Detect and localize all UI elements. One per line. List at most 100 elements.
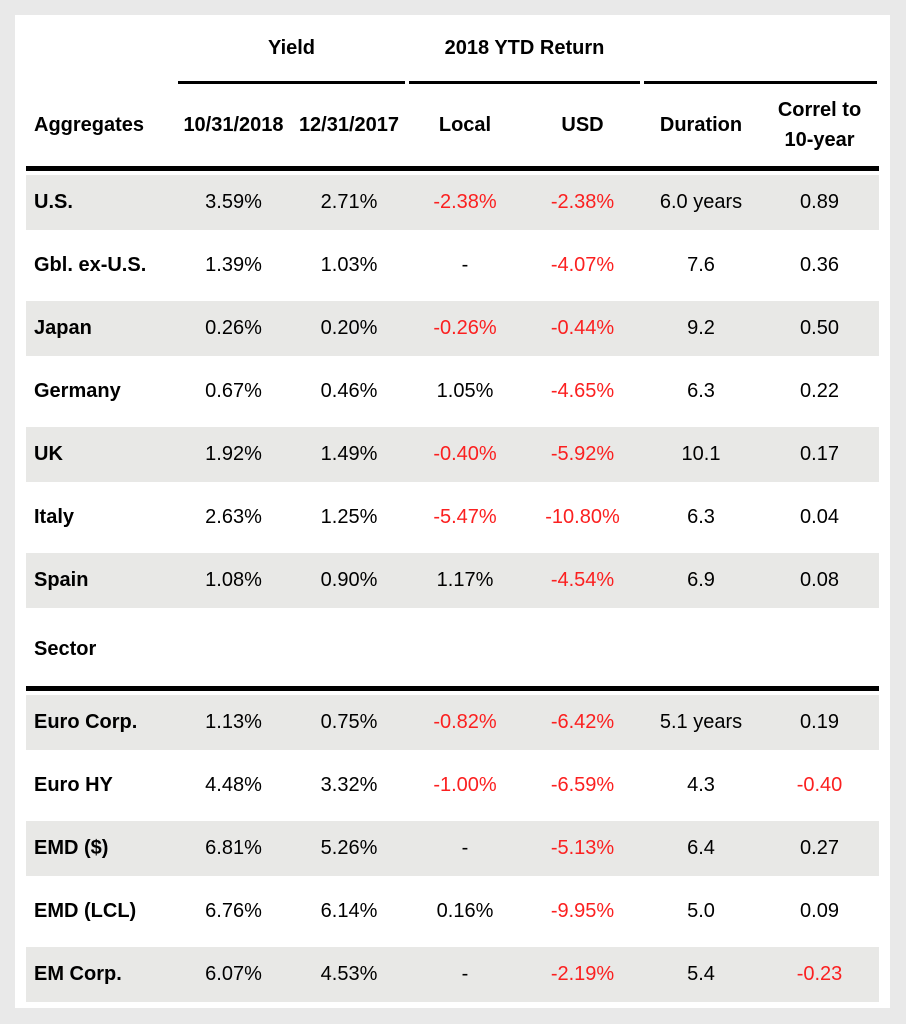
row-label: UK — [34, 443, 63, 465]
cell-return-usd: -4.65% — [550, 380, 615, 402]
cell-yield-current: 0.67% — [205, 380, 262, 402]
cell-correl: 0.36 — [800, 254, 839, 276]
header-rule-yield — [178, 81, 405, 84]
column-header-local: Local — [438, 114, 492, 136]
header-rules-row — [26, 81, 879, 84]
cell-return-usd: -5.13% — [550, 837, 615, 859]
group-header-ytd-return: 2018 YTD Return — [444, 36, 605, 59]
cell-correl: 0.08 — [800, 569, 839, 591]
aggregates-rows: U.S. 3.59% 2.71% -2.38% -2.38% 6.0 years… — [15, 171, 890, 612]
row-label: Spain — [34, 569, 89, 591]
column-header-duration: Duration — [659, 114, 743, 136]
row-label: Gbl. ex-U.S. — [34, 254, 147, 276]
cell-return-usd: -9.95% — [550, 900, 615, 922]
table-row: Gbl. ex-U.S. 1.39% 1.03% - -4.07% 7.6 0.… — [15, 234, 890, 297]
group-header-row: Yield 2018 YTD Return — [26, 26, 879, 70]
cell-yield-prior: 0.75% — [320, 711, 378, 733]
cell-yield-current: 4.48% — [205, 774, 262, 796]
cell-yield-prior: 3.32% — [320, 774, 378, 796]
cell-correl: 0.17 — [800, 443, 839, 465]
table-row: Italy 2.63% 1.25% -5.47% -10.80% 6.3 0.0… — [15, 486, 890, 549]
cell-return-local: - — [461, 837, 469, 859]
cell-yield-prior: 0.90% — [320, 569, 378, 591]
column-header-yield-current: 10/31/2018 — [183, 114, 284, 136]
cell-yield-current: 6.81% — [205, 837, 262, 859]
cell-duration: 6.4 — [687, 837, 715, 859]
cell-return-local: -0.82% — [433, 711, 497, 733]
cell-duration: 5.0 — [687, 900, 715, 922]
cell-return-local: 1.17% — [436, 569, 494, 591]
cell-duration: 6.0 years — [659, 191, 743, 213]
cell-yield-prior: 6.14% — [320, 900, 378, 922]
cell-correl: 0.19 — [800, 711, 839, 733]
cell-return-usd: -10.80% — [545, 506, 620, 528]
cell-yield-prior: 0.20% — [320, 317, 378, 339]
cell-duration: 4.3 — [687, 774, 715, 796]
cell-return-local: - — [461, 254, 469, 276]
table-row: EMD ($) 6.81% 5.26% - -5.13% 6.4 0.27 — [15, 817, 890, 880]
cell-yield-prior: 0.46% — [320, 380, 378, 402]
cell-yield-current: 3.59% — [205, 191, 262, 213]
column-header-yield-prior: 12/31/2017 — [298, 114, 400, 136]
header-separator-line — [26, 166, 879, 171]
cell-correl: -0.23 — [796, 963, 843, 985]
table-row: U.S. 3.59% 2.71% -2.38% -2.38% 6.0 years… — [15, 171, 890, 234]
table-row: EM Corp. 6.07% 4.53% - -2.19% 5.4 -0.23 — [15, 943, 890, 1006]
cell-yield-current: 1.08% — [205, 569, 262, 591]
cell-duration: 10.1 — [681, 443, 721, 465]
table-row: Euro HY 4.48% 3.32% -1.00% -6.59% 4.3 -0… — [15, 754, 890, 817]
cell-duration: 6.3 — [687, 380, 715, 402]
sector-separator-line — [26, 686, 879, 691]
table-row: Spain 1.08% 0.90% 1.17% -4.54% 6.9 0.08 — [15, 549, 890, 612]
cell-yield-current: 1.39% — [205, 254, 262, 276]
row-label: EMD (LCL) — [34, 900, 137, 922]
cell-return-usd: -5.92% — [550, 443, 615, 465]
cell-correl: 0.89 — [800, 191, 839, 213]
cell-duration: 5.1 years — [659, 711, 743, 733]
table-row: EMD (LCL) 6.76% 6.14% 0.16% -9.95% 5.0 0… — [15, 880, 890, 943]
cell-return-local: -5.47% — [433, 506, 497, 528]
cell-yield-current: 6.07% — [205, 963, 262, 985]
row-label: Italy — [34, 506, 75, 528]
cell-yield-current: 0.26% — [205, 317, 262, 339]
cell-return-local: 1.05% — [436, 380, 494, 402]
cell-return-local: -2.38% — [433, 191, 497, 213]
cell-yield-current: 6.76% — [205, 900, 262, 922]
cell-return-local: -1.00% — [433, 774, 497, 796]
cell-duration: 9.2 — [687, 317, 715, 339]
row-label: Japan — [34, 317, 92, 339]
cell-return-usd: -2.19% — [550, 963, 615, 985]
cell-return-local: - — [461, 963, 469, 985]
header-rule-duration-correl — [644, 81, 877, 84]
cell-yield-prior: 1.49% — [320, 443, 378, 465]
column-header-row: Aggregates 10/31/2018 12/31/2017 Local U… — [26, 84, 879, 166]
group-header-yield: Yield — [267, 36, 316, 59]
cell-duration: 6.3 — [687, 506, 715, 528]
cell-return-local: -0.26% — [433, 317, 497, 339]
cell-return-usd: -6.59% — [550, 774, 615, 796]
column-header-aggregates: Aggregates — [34, 114, 145, 136]
cell-correl: 0.27 — [800, 837, 839, 859]
column-header-usd: USD — [561, 114, 604, 136]
cell-yield-current: 1.92% — [205, 443, 262, 465]
row-label: EMD ($) — [34, 837, 109, 859]
cell-return-usd: -6.42% — [550, 711, 615, 733]
cell-return-usd: -4.54% — [550, 569, 615, 591]
cell-return-local: 0.16% — [436, 900, 494, 922]
cell-yield-prior: 4.53% — [320, 963, 378, 985]
row-label: Euro HY — [34, 774, 113, 796]
cell-duration: 6.9 — [687, 569, 715, 591]
cell-duration: 5.4 — [687, 963, 715, 985]
sector-rows: Euro Corp. 1.13% 0.75% -0.82% -6.42% 5.1… — [15, 691, 890, 1006]
row-label: EM Corp. — [34, 963, 122, 985]
table-card: Yield 2018 YTD Return Aggregates 10/31/2… — [15, 15, 890, 1008]
header-rule-ytd-return — [409, 81, 640, 84]
cell-yield-prior: 1.03% — [320, 254, 378, 276]
section-row-sector: Sector — [15, 612, 890, 686]
cell-return-usd: -0.44% — [550, 317, 615, 339]
cell-correl: 0.22 — [800, 380, 839, 402]
row-label: U.S. — [34, 191, 73, 213]
row-label: Germany — [34, 380, 121, 402]
table-row: UK 1.92% 1.49% -0.40% -5.92% 10.1 0.17 — [15, 423, 890, 486]
